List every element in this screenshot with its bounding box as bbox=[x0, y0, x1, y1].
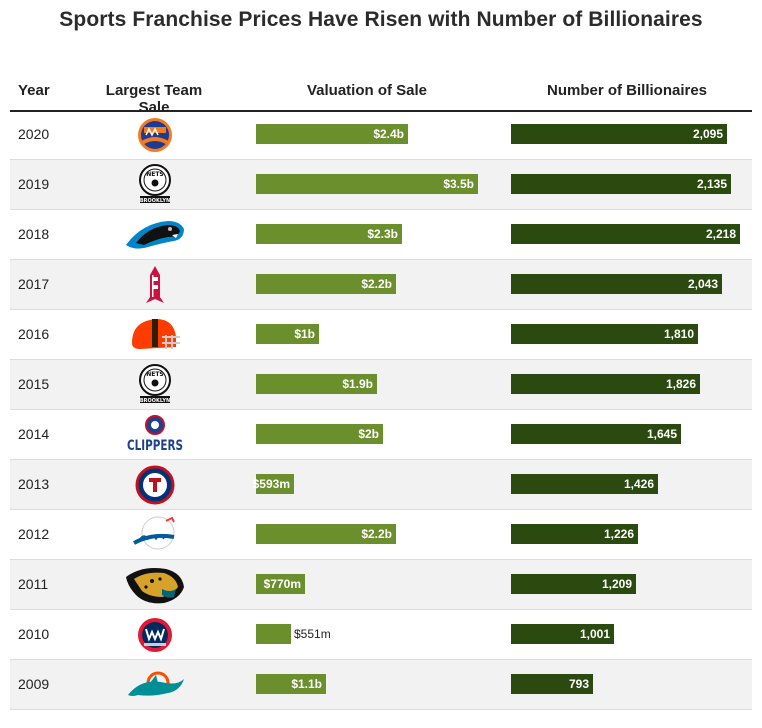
table-row: 2014 CLIPPERS $2b 1,645 bbox=[10, 410, 752, 460]
table-header: Year Largest Team Sale Valuation of Sale… bbox=[10, 76, 752, 116]
valuation-label: $2.4b bbox=[373, 127, 404, 141]
valuation-bar bbox=[256, 424, 383, 444]
svg-text:BROOKLYN: BROOKLYN bbox=[140, 398, 170, 404]
valuation-label: $2.2b bbox=[361, 527, 392, 541]
billionaires-label: 793 bbox=[568, 677, 589, 691]
row-year: 2013 bbox=[18, 476, 50, 492]
row-year: 2014 bbox=[18, 426, 50, 442]
valuation-bar bbox=[256, 474, 294, 494]
table-row: 2017 $2.2b 2,043 bbox=[10, 260, 752, 310]
table-row: 2013 $593m 1,426 bbox=[10, 460, 752, 510]
billionaires-bar bbox=[511, 574, 636, 594]
billionaires-label: 2,135 bbox=[696, 177, 727, 191]
billionaires-bar bbox=[511, 174, 731, 194]
billionaires-bar bbox=[511, 124, 727, 144]
row-year: 2010 bbox=[18, 626, 50, 642]
table-row: 2015 NETS BROOKLYN $1.9b 1,826 bbox=[10, 360, 752, 410]
valuation-bar bbox=[256, 124, 408, 144]
cleveland-browns-logo-icon bbox=[122, 313, 188, 357]
valuation-label: $1.9b bbox=[342, 377, 373, 391]
valuation-bar bbox=[256, 524, 396, 544]
chart-title: Sports Franchise Prices Have Risen with … bbox=[59, 8, 703, 31]
table-row: 2018 $2.3b 2,218 bbox=[10, 210, 752, 260]
billionaires-label: 1,001 bbox=[579, 627, 610, 641]
billionaires-label: 1,826 bbox=[665, 377, 696, 391]
table-row: 2011 $770m 1,209 bbox=[10, 560, 752, 610]
washington-wizards-logo-icon bbox=[122, 613, 188, 657]
valuation-label: $3.5b bbox=[443, 177, 474, 191]
brooklyn-nets-logo-icon: NETS BROOKLYN bbox=[122, 363, 188, 407]
billionaires-label: 1,226 bbox=[603, 527, 634, 541]
valuation-bar bbox=[256, 224, 402, 244]
valuation-label: $770m bbox=[263, 577, 301, 591]
table-body: 2020 $2.4b 2,095 2019 NETS BROOKLYN $3.5b 2,135… bbox=[10, 110, 752, 710]
billionaires-bar bbox=[511, 674, 593, 694]
billionaires-label: 1,209 bbox=[601, 577, 632, 591]
billionaires-bar bbox=[511, 374, 700, 394]
billionaires-bar bbox=[511, 224, 740, 244]
billionaires-bar bbox=[511, 524, 638, 544]
valuation-label: $2b bbox=[358, 427, 379, 441]
billionaires-label: 1,426 bbox=[623, 477, 654, 491]
row-year: 2020 bbox=[18, 126, 50, 142]
row-year: 2019 bbox=[18, 176, 50, 192]
billionaires-bar bbox=[511, 424, 681, 444]
new-york-mets-logo-icon bbox=[122, 113, 188, 157]
table-row: 2016 $1b 1,810 bbox=[10, 310, 752, 360]
valuation-bar bbox=[256, 274, 396, 294]
valuation-label: $551m bbox=[294, 627, 331, 641]
header-year: Year bbox=[18, 82, 50, 99]
row-year: 2011 bbox=[18, 576, 49, 592]
carolina-panthers-logo-icon bbox=[122, 213, 188, 257]
valuation-bar bbox=[256, 674, 326, 694]
svg-text:CLIPPERS: CLIPPERS bbox=[127, 438, 183, 454]
billionaires-label: 2,218 bbox=[705, 227, 736, 241]
valuation-bar bbox=[256, 324, 319, 344]
row-year: 2017 bbox=[18, 276, 50, 292]
table-row: 2009 $1.1b 793 bbox=[10, 660, 752, 710]
valuation-label: $1.1b bbox=[291, 677, 322, 691]
header-billionaires: Number of Billionaires bbox=[546, 82, 708, 99]
miami-dolphins-logo-icon bbox=[122, 663, 188, 707]
table-row: 2012 $2.2b 1,226 bbox=[10, 510, 752, 560]
brooklyn-nets-logo-icon: NETS BROOKLYN bbox=[122, 163, 188, 207]
la-clippers-logo-icon: CLIPPERS bbox=[122, 413, 188, 457]
header-valuation: Valuation of Sale bbox=[306, 82, 428, 99]
svg-text:BROOKLYN: BROOKLYN bbox=[140, 198, 170, 204]
billionaires-label: 2,095 bbox=[692, 127, 723, 141]
billionaires-bar bbox=[511, 324, 698, 344]
billionaires-label: 2,043 bbox=[687, 277, 718, 291]
texas-rangers-logo-icon bbox=[122, 463, 188, 507]
billionaires-label: 1,645 bbox=[646, 427, 677, 441]
valuation-bar bbox=[256, 174, 478, 194]
svg-text:NETS: NETS bbox=[146, 371, 164, 378]
houston-rockets-logo-icon bbox=[122, 263, 188, 307]
valuation-label: $2.3b bbox=[367, 227, 398, 241]
row-year: 2012 bbox=[18, 526, 50, 542]
header-team-sale: Largest Team Sale bbox=[105, 82, 203, 116]
valuation-label: $2.2b bbox=[361, 277, 392, 291]
table-row: 2019 NETS BROOKLYN $3.5b 2,135 bbox=[10, 160, 752, 210]
valuation-bar bbox=[256, 374, 377, 394]
billionaires-label: 1,810 bbox=[663, 327, 694, 341]
row-year: 2016 bbox=[18, 326, 50, 342]
table-row: 2010 $551m 1,001 bbox=[10, 610, 752, 660]
valuation-bar bbox=[256, 574, 305, 594]
table-row: 2020 $2.4b 2,095 bbox=[10, 110, 752, 160]
valuation-bar bbox=[256, 624, 291, 644]
row-year: 2009 bbox=[18, 676, 50, 692]
la-dodgers-logo-icon bbox=[122, 513, 188, 557]
billionaires-bar bbox=[511, 274, 722, 294]
row-year: 2015 bbox=[18, 376, 50, 392]
billionaires-bar bbox=[511, 624, 614, 644]
row-year: 2018 bbox=[18, 226, 50, 242]
billionaires-bar bbox=[511, 474, 658, 494]
valuation-label: $593m bbox=[252, 477, 290, 491]
valuation-label: $1b bbox=[294, 327, 315, 341]
jacksonville-jaguars-logo-icon bbox=[122, 563, 188, 607]
svg-text:NETS: NETS bbox=[146, 171, 164, 178]
